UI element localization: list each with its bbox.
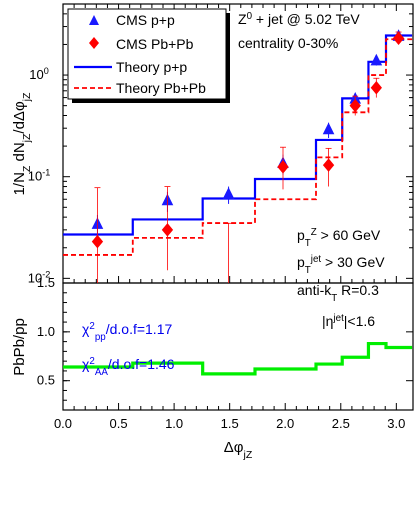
x-tick-label: 2.5 [332, 416, 350, 431]
legend-diamond-marker [89, 37, 99, 49]
bottom-y-tick-label: 1.5 [37, 275, 55, 290]
cms-pbpb-point [277, 160, 289, 174]
annotation-algorithm: anti-kT R=0.3 [297, 282, 379, 304]
cms-pp-point [222, 187, 235, 199]
annotation-eta-cut: |ηjet|<1.6 [322, 313, 375, 330]
cms-pbpb-point [161, 223, 174, 237]
bottom-y-axis-title: PbPb/pp [11, 318, 28, 376]
cms-pbpb-point [91, 234, 104, 249]
cms-pbpb-point [322, 158, 335, 172]
cms-pbpb-point [392, 31, 405, 46]
legend-label-cms-pbpb: CMS Pb+Pb [116, 36, 194, 52]
x-tick-label: 1.0 [165, 416, 183, 431]
legend-label-theory-pp: Theory p+p [116, 59, 187, 75]
legend-label-theory-pbpb: Theory Pb+Pb [116, 80, 206, 96]
y-tick-label: 10-2 [28, 269, 51, 285]
top-y-axis-title: 1/NZ dNjZ/dΔφjZ [11, 92, 33, 195]
bottom-y-tick-label: 1.0 [37, 324, 55, 339]
x-tick-label: 0.5 [110, 416, 128, 431]
cms-pbpb-point [349, 98, 361, 113]
annotation-cut-ptz: pTZ > 60 GeV [297, 227, 381, 249]
annotation-cut-ptjet: pTjet > 30 GeV [297, 254, 385, 276]
annotation-chi2-pp: χ2pp/d.o.f=1.17 [82, 321, 172, 343]
annotation-process: Z0 + jet @ 5.02 TeV [238, 11, 360, 28]
bottom-panel-frame [62, 282, 414, 411]
legend-label-cms-pp: CMS p+p [116, 12, 175, 28]
x-tick-label: 3.0 [387, 416, 405, 431]
x-axis-title: ΔφjZ [224, 439, 253, 461]
cms-pp-point [322, 122, 335, 135]
legend-triangle-marker [89, 15, 99, 25]
y-tick-label: 100 [29, 66, 49, 82]
annotation-chi2-aa: χ2AA/d.o.f=1.46 [82, 356, 175, 378]
x-tick-label: 1.5 [221, 416, 239, 431]
ratio-curve [63, 341, 413, 376]
cms-pbpb-point [370, 80, 382, 95]
bottom-y-tick-label: 0.5 [37, 373, 55, 388]
x-tick-label: 0.0 [54, 416, 72, 431]
y-tick-label: 10-1 [28, 168, 51, 184]
x-tick-label: 2.0 [276, 416, 294, 431]
cms-pp-point [370, 53, 383, 66]
annotation-centrality: centrality 0-30% [238, 35, 338, 51]
